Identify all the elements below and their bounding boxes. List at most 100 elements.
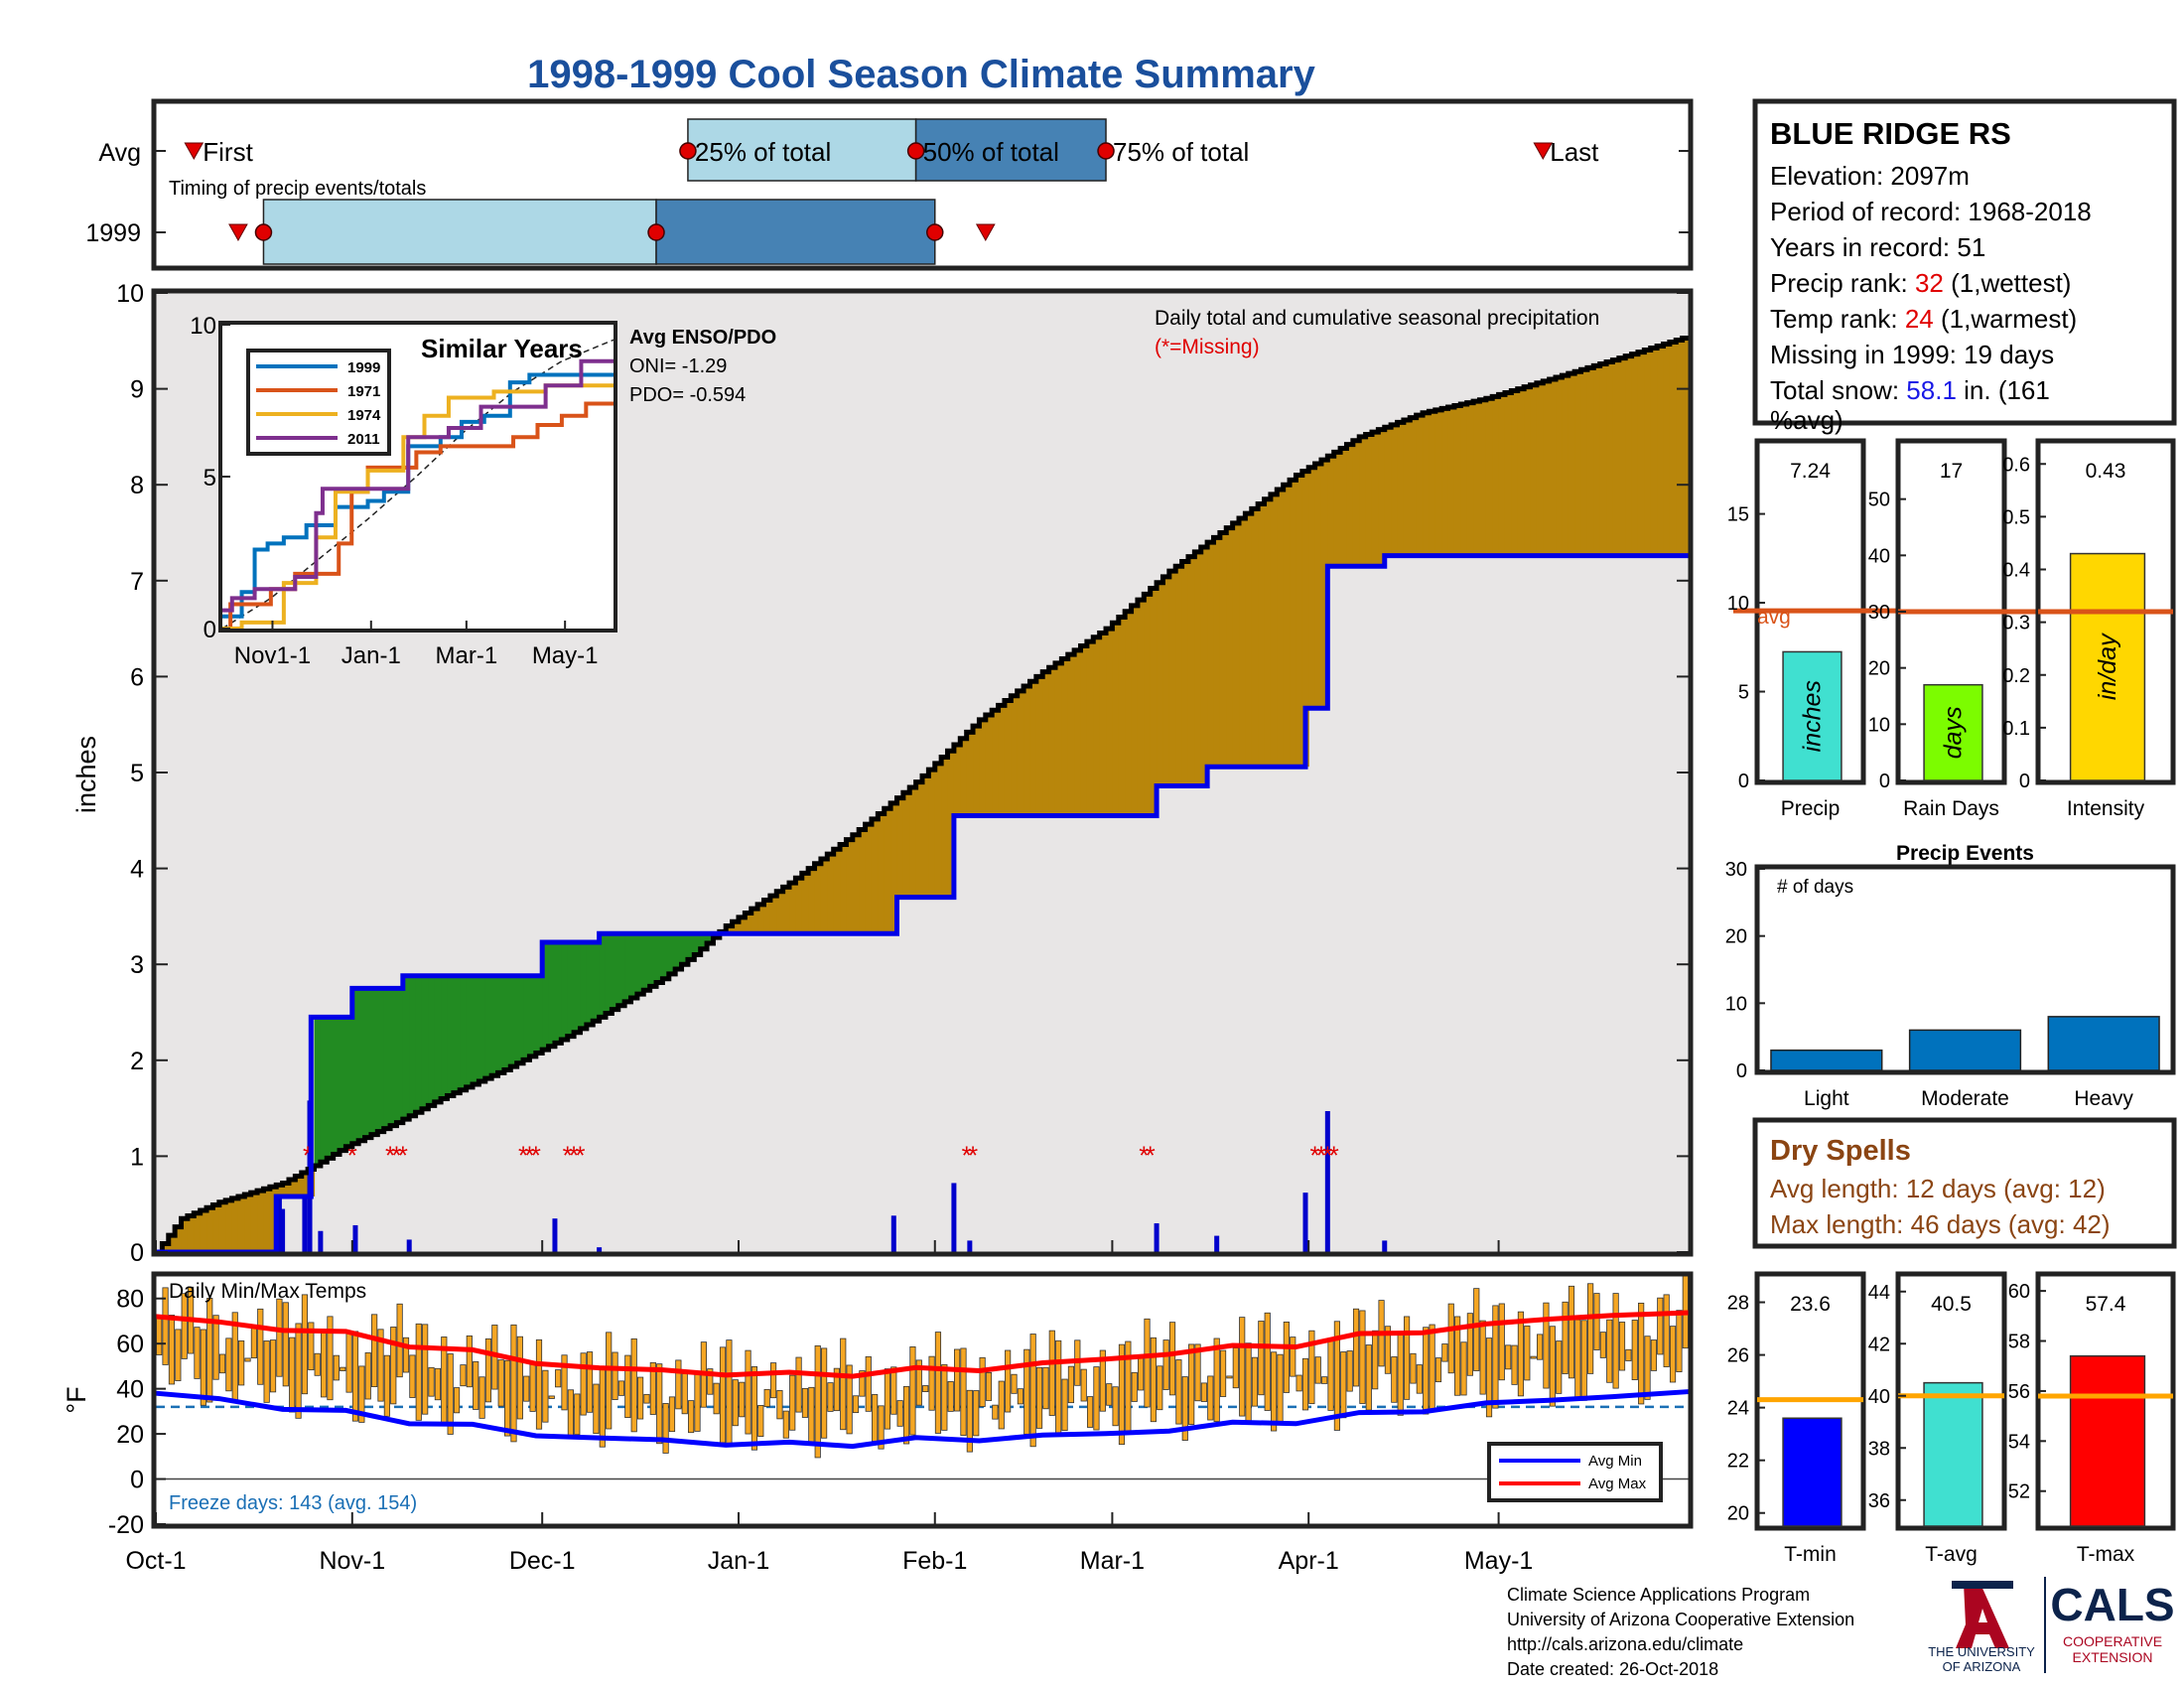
difference-fill — [523, 975, 531, 1060]
precip-bar-0 — [1782, 650, 1843, 781]
daily-temp-bar — [1200, 1382, 1208, 1402]
temp-bar-y-label: 56 — [2008, 1381, 2030, 1403]
difference-fill — [168, 1235, 176, 1252]
snow-value: 58.1 — [1906, 375, 1957, 405]
inset-y-tick-label: 0 — [204, 617, 216, 643]
difference-fill — [909, 786, 917, 898]
y-tick-label: 10 — [116, 280, 144, 308]
difference-fill — [915, 781, 923, 898]
daily-temp-bar — [453, 1387, 461, 1414]
temp-rank-note: (1,warmest) — [1934, 304, 2077, 334]
difference-fill — [428, 975, 436, 1106]
missing-day-marker: * — [1316, 1140, 1326, 1170]
daily-temp-bar — [1157, 1365, 1163, 1411]
difference-fill — [745, 913, 752, 934]
difference-fill — [871, 818, 879, 934]
difference-fill — [1403, 419, 1411, 556]
difference-fill — [890, 802, 898, 934]
daily-temp-bar — [707, 1368, 714, 1395]
daily-temp-bar — [719, 1346, 727, 1444]
daily-precip-bar — [890, 1215, 896, 1252]
daily-temp-bar — [1365, 1344, 1372, 1411]
difference-fill — [649, 933, 657, 987]
daily-temp-bar — [1194, 1343, 1201, 1402]
precip-bar-y-label: 0 — [2019, 771, 2030, 792]
daily-temp-bar — [878, 1405, 885, 1450]
daily-temp-bar — [1580, 1320, 1587, 1401]
difference-fill — [1144, 594, 1152, 816]
daily-temp-bar — [1258, 1321, 1265, 1396]
missing-day-marker: * — [303, 1140, 313, 1170]
difference-fill — [282, 1183, 290, 1196]
difference-fill — [1048, 667, 1056, 816]
legend-label-1999: 1999 — [347, 359, 380, 376]
dry-spells-frame — [1752, 1117, 2177, 1249]
avg-max-line — [155, 1310, 1690, 1379]
temp-bar-0 — [1782, 1417, 1843, 1527]
difference-fill — [276, 1185, 284, 1196]
difference-fill — [1391, 424, 1399, 556]
daily-temp-bar — [1093, 1366, 1100, 1431]
event-label-2: Heavy — [2074, 1087, 2133, 1110]
difference-fill — [567, 941, 575, 1037]
precip-bar-y-label: 0 — [1738, 771, 1749, 792]
daily-temp-bar — [1397, 1331, 1404, 1416]
difference-fill — [707, 933, 715, 943]
temp-rank-label: Temp rank: — [1770, 304, 1905, 334]
difference-fill — [390, 988, 398, 1126]
avg-25-50-box — [687, 118, 917, 182]
difference-fill — [187, 1215, 195, 1252]
difference-fill — [218, 1201, 226, 1252]
daily-temp-bar — [1650, 1339, 1657, 1371]
avg-p50-label: 50% of total — [923, 137, 1059, 167]
precip-bar-label-1: Rain Days — [1903, 797, 1999, 820]
avg-first-label: First — [203, 137, 253, 167]
footer-line-4: Date created: 26-Oct-2018 — [1507, 1659, 1718, 1679]
difference-fill — [643, 933, 651, 991]
difference-fill — [1549, 378, 1557, 556]
temp-bar-y-label: 22 — [1727, 1451, 1749, 1473]
difference-fill — [681, 933, 689, 965]
daily-temp-bar — [1131, 1371, 1138, 1402]
difference-fill — [434, 975, 442, 1102]
difference-fill — [1410, 417, 1418, 556]
arizona-a-logo-icon — [1956, 1584, 2009, 1648]
difference-fill — [1067, 654, 1075, 816]
daily-temp-bar — [1618, 1322, 1626, 1371]
station-elevation: Elevation: 2097m — [1770, 161, 1970, 191]
precip-rank-label: Precip rank: — [1770, 268, 1915, 298]
difference-fill — [441, 975, 449, 1099]
temp-bar-2 — [2069, 1354, 2146, 1527]
difference-fill — [1637, 352, 1645, 556]
avg-min-line — [155, 1389, 1690, 1450]
difference-fill — [1397, 422, 1405, 556]
precip-bar-y-label: 50 — [1868, 490, 1890, 511]
daily-temp-bar — [1175, 1359, 1182, 1425]
difference-fill — [1593, 365, 1601, 556]
difference-fill — [257, 1191, 265, 1252]
y-tick-label: 7 — [130, 568, 144, 596]
daily-temp-bar — [1308, 1330, 1315, 1405]
daily-temp-bar — [535, 1338, 543, 1430]
difference-fill — [377, 988, 385, 1132]
difference-fill — [973, 726, 981, 816]
daily-temp-bar — [1416, 1364, 1423, 1394]
precip-bar-y-label: 5 — [1738, 682, 1749, 704]
y-tick-label: 4 — [130, 856, 144, 884]
difference-fill — [1359, 436, 1367, 567]
difference-fill — [1365, 434, 1373, 567]
daily-temp-bar — [1511, 1344, 1518, 1385]
missing-day-marker: * — [531, 1140, 541, 1170]
difference-fill — [1168, 571, 1176, 786]
daily-temp-bar — [1663, 1294, 1670, 1367]
y1999-50-75-box — [655, 199, 936, 265]
difference-fill — [593, 941, 601, 1022]
inset-series-2011 — [222, 358, 614, 613]
daily-temp-bar — [1556, 1340, 1563, 1394]
legend-label-1974: 1974 — [347, 407, 381, 424]
precip-bar-y-label: 10 — [1727, 593, 1749, 615]
daily-temp-bar — [1606, 1319, 1613, 1383]
daily-temp-bar — [801, 1387, 809, 1418]
daily-temp-bar — [168, 1315, 176, 1385]
difference-fill — [922, 775, 929, 898]
